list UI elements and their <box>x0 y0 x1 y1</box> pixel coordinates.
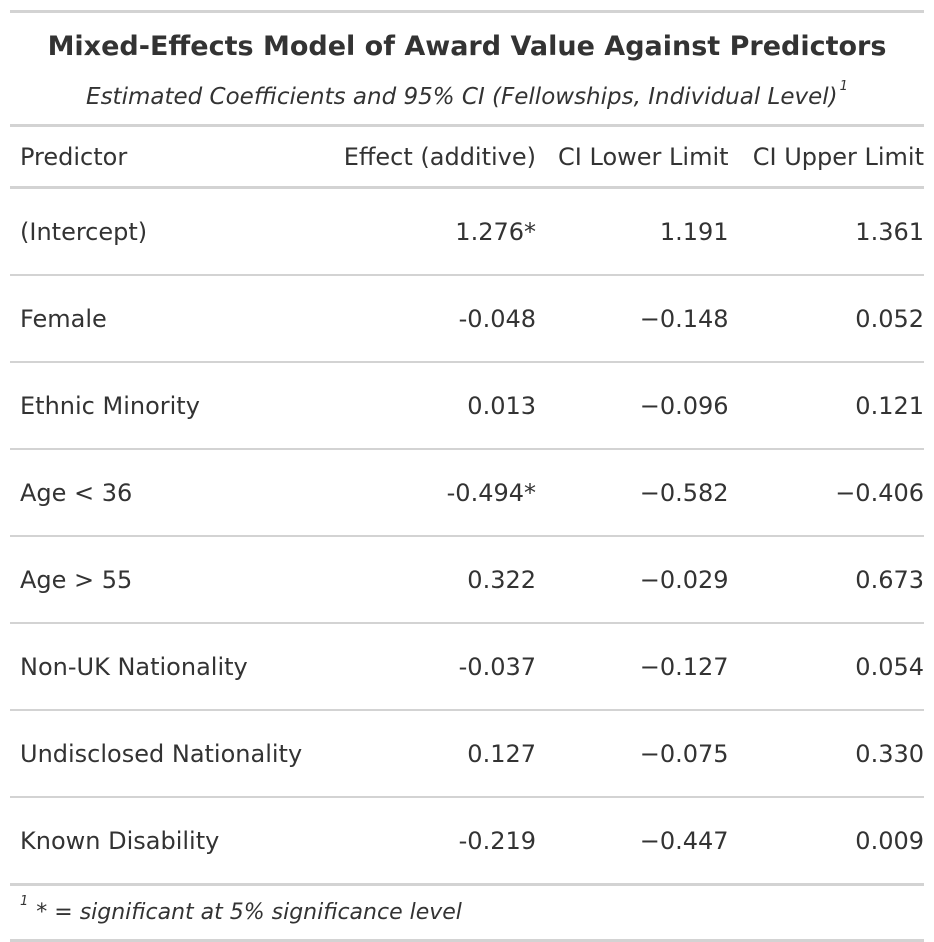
cell-ci-upper: 1.361 <box>855 217 925 246</box>
cell-ci-upper: 0.052 <box>855 304 925 333</box>
cell-ci-upper: 0.054 <box>855 652 925 681</box>
table-row: Ethnic Minority 0.013 −0.096 0.121 <box>10 363 924 450</box>
cell-effect: 0.013 <box>467 391 537 420</box>
cell-ci-upper: 0.121 <box>855 391 925 420</box>
cell-predictor: Age < 36 <box>20 478 133 507</box>
header-top-rule <box>10 124 924 127</box>
table-row: Age < 36 -0.494* −0.582 −0.406 <box>10 450 924 537</box>
cell-ci-lower: −0.075 <box>639 739 729 768</box>
cell-ci-upper: −0.406 <box>835 478 925 507</box>
table-row: Female -0.048 −0.148 0.052 <box>10 276 924 363</box>
cell-ci-lower: 1.191 <box>659 217 729 246</box>
cell-ci-upper: 0.673 <box>855 565 925 594</box>
column-header-effect: Effect (additive) <box>343 142 537 171</box>
cell-predictor: Female <box>20 304 107 333</box>
table-subtitle: Estimated Coefficients and 95% CI (Fello… <box>10 80 924 124</box>
cell-predictor: Age > 55 <box>20 565 133 594</box>
cell-predictor: (Intercept) <box>20 217 148 246</box>
coefficients-table: Mixed-Effects Model of Award Value Again… <box>10 10 924 942</box>
cell-ci-lower: −0.029 <box>639 565 729 594</box>
cell-ci-lower: −0.127 <box>639 652 729 681</box>
table-row: Non-UK Nationality -0.037 −0.127 0.054 <box>10 624 924 711</box>
cell-ci-lower: −0.148 <box>639 304 729 333</box>
table-title: Mixed-Effects Model of Award Value Again… <box>47 31 887 62</box>
cell-predictor: Ethnic Minority <box>20 391 200 420</box>
cell-predictor: Non-UK Nationality <box>20 652 248 681</box>
cell-predictor: Known Disability <box>20 826 220 855</box>
table-row: Known Disability -0.219 −0.447 0.009 <box>10 798 924 886</box>
footnote-text: * = significant at 5% significance level <box>36 900 462 925</box>
cell-ci-lower: −0.096 <box>639 391 729 420</box>
subtitle-footnote-mark: 1 <box>839 79 848 94</box>
table-row: Age > 55 0.322 −0.029 0.673 <box>10 537 924 624</box>
cell-effect: 0.127 <box>467 739 537 768</box>
cell-effect: -0.037 <box>458 652 537 681</box>
cell-ci-lower: −0.582 <box>639 478 729 507</box>
table-row: (Intercept) 1.276* 1.191 1.361 <box>10 189 924 276</box>
cell-ci-lower: −0.447 <box>639 826 729 855</box>
column-header-ci-upper: CI Upper Limit <box>752 142 925 171</box>
cell-effect: 0.322 <box>467 565 537 594</box>
column-header-predictor: Predictor <box>20 142 128 171</box>
cell-ci-upper: 0.009 <box>855 826 925 855</box>
subtitle-text: Estimated Coefficients and 95% CI (Fello… <box>86 84 838 110</box>
table-footnote: 1 * = significant at 5% significance leve… <box>10 886 924 942</box>
cell-effect: 1.276* <box>455 217 537 246</box>
cell-effect: -0.219 <box>458 826 537 855</box>
cell-effect: -0.048 <box>458 304 537 333</box>
cell-predictor: Undisclosed Nationality <box>20 739 303 768</box>
table-row: Undisclosed Nationality 0.127 −0.075 0.3… <box>10 711 924 798</box>
footnote-mark: 1 <box>20 894 29 909</box>
cell-ci-upper: 0.330 <box>855 739 925 768</box>
cell-effect: -0.494* <box>446 478 537 507</box>
top-rule <box>10 10 924 13</box>
column-header-ci-lower: CI Lower Limit <box>558 142 729 171</box>
column-header-row: Predictor Effect (additive) CI Lower Lim… <box>10 127 924 189</box>
